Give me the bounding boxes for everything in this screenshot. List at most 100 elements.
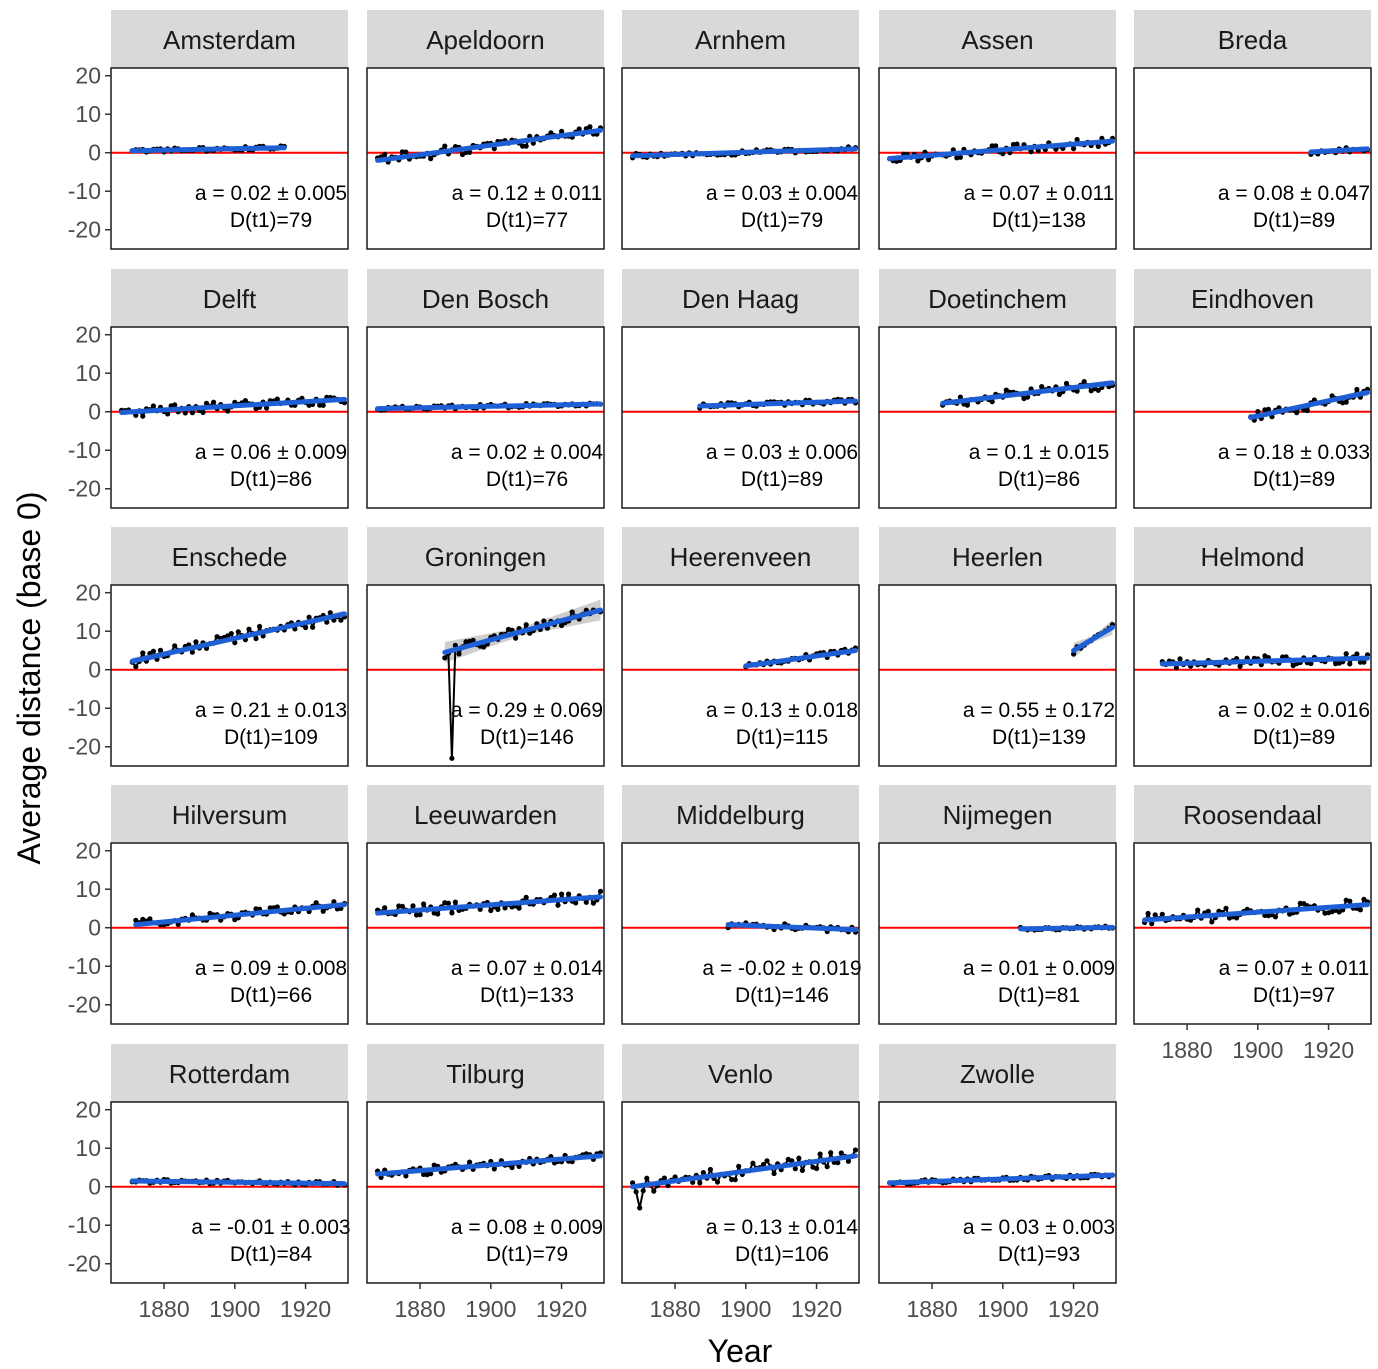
x-tick-label: 1920 [280,1296,331,1322]
panel-frame [878,584,1117,767]
data-point [835,1160,841,1166]
slope-annotation: a = 0.02 ± 0.016 [1218,699,1370,722]
data-point [140,650,146,656]
plot-area [622,843,859,1024]
fit-line [697,398,858,409]
data-point [1173,665,1179,671]
slope-annotation: a = 0.55 ± 0.172 [963,699,1115,722]
y-tick-label: -10 [68,1212,101,1238]
panel-eindhoven: Eindhoven a = 0.18 ± 0.033 D(t1)=89 [1133,269,1372,509]
data-point [140,413,146,419]
plot-area [879,327,1116,508]
data-point [1272,914,1279,920]
data-point [157,647,164,654]
data-point [559,622,565,629]
plot-area [622,68,859,249]
data-point [1074,388,1080,394]
data-point [403,149,409,155]
slope-annotation: a = 0.13 ± 0.018 [706,699,858,722]
data-point [442,143,448,149]
strip-label: Middelburg [676,800,805,830]
x-tick-label: 1900 [977,1296,1028,1322]
data-point [1237,663,1243,670]
data-point [915,158,921,164]
data-point [957,154,964,160]
data-point [1159,911,1165,917]
data-point [551,892,558,898]
data-point [1354,386,1360,393]
d-t1-annotation: D(t1)=89 [1253,209,1335,232]
strip [111,269,348,327]
data-point [1071,146,1077,152]
data-point [428,156,434,162]
slope-annotation: a = 0.18 ± 0.033 [1218,441,1370,464]
slope-annotation: a = 0.09 ± 0.008 [195,957,347,980]
d-t1-annotation: D(t1)=89 [741,468,823,491]
panel-rotterdam: Rotterdam a = -0.01 ± 0.003 D(t1)=84 20 10 0 -… [68,1044,351,1322]
fit-line [725,922,858,933]
slope-annotation: a = 0.07 ± 0.011 [964,182,1115,205]
data-point [1209,919,1215,925]
data-point [559,891,565,897]
d-t1-annotation: D(t1)=76 [486,468,568,491]
data-point [242,398,248,404]
strip-label: Amsterdam [163,25,296,55]
strip-label: Nijmegen [943,800,1053,830]
data-point [523,894,529,901]
data-point [403,1173,409,1179]
strip [367,527,604,585]
strip [879,269,1116,327]
fit-line [133,902,347,928]
fit-line [1308,146,1370,155]
strip-label: Apeldoorn [426,25,545,55]
data-point [573,900,579,906]
x-tick-label: 1920 [791,1296,842,1322]
strip [879,527,1116,585]
plot-area [111,327,348,508]
x-tick-label: 1900 [1232,1037,1283,1063]
data-point [964,402,971,408]
strip [111,10,348,68]
panel-frame [110,67,349,250]
strip [622,10,859,68]
data-point [1347,898,1353,904]
panel-frame [1133,326,1372,509]
slope-annotation: a = 0.29 ± 0.069 [451,699,603,722]
strip-label: Arnhem [695,25,786,55]
y-tick-label: 10 [75,876,101,902]
y-tick-label: -20 [68,992,101,1018]
plot-area [111,1102,348,1283]
plot-area [1134,585,1371,766]
x-tick-label: 1880 [138,1296,189,1322]
strip-label: Groningen [425,542,546,572]
data-point [576,126,582,132]
fit-line [1142,902,1370,923]
data-point [760,1161,767,1168]
strip-label: Rotterdam [169,1059,290,1089]
data-point [435,911,441,917]
fit-line [119,396,347,415]
strip-label: Helmond [1200,542,1304,572]
strip-label: Den Bosch [422,284,549,314]
panel-frame [878,842,1117,1025]
data-point [313,900,319,906]
panel-breda: Breda a = 0.08 ± 0.047 D(t1)=89 [1133,10,1372,250]
y-tick-label: 10 [75,101,101,127]
strip [622,1044,859,1102]
data-point [1039,384,1045,390]
data-point [764,1158,770,1164]
plot-area [879,843,1116,1024]
d-t1-annotation: D(t1)=146 [735,984,829,1007]
data-point [150,403,156,409]
data-point [845,1158,852,1164]
data-point [189,410,195,416]
d-t1-annotation: D(t1)=139 [992,726,1086,749]
data-point [1056,391,1062,397]
y-tick-label: 0 [88,657,101,683]
data-point [467,149,473,155]
strip [367,785,604,843]
panel-enschede: Enschede a = 0.21 ± 0.013 D(t1)=109 20 10 0 -1… [68,527,349,767]
data-point [559,128,565,134]
x-tick-label: 1900 [465,1296,516,1322]
data-point [1177,656,1183,662]
